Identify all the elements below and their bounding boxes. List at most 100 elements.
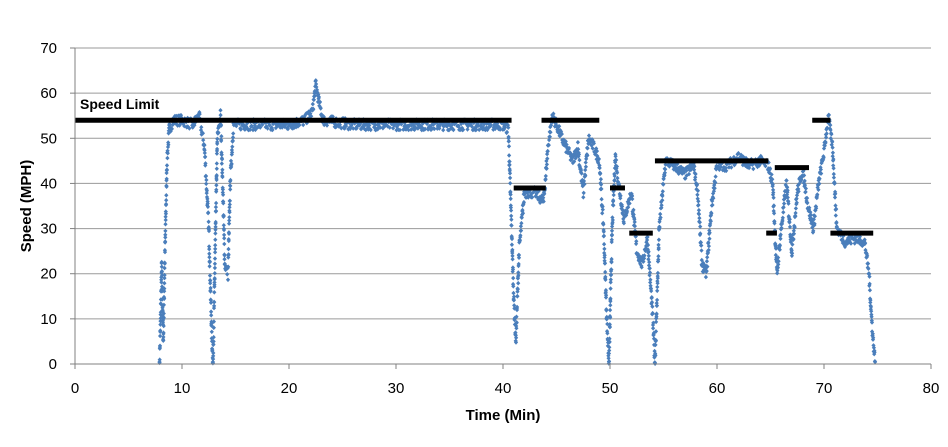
- data-point-2041: [807, 205, 812, 210]
- data-point-982: [507, 153, 512, 158]
- data-point-1523: [647, 266, 652, 271]
- data-point-1636: [673, 168, 679, 173]
- data-point-1021: [511, 298, 516, 303]
- data-point-1038: [514, 314, 519, 320]
- data-point-281: [214, 200, 219, 206]
- data-point-1139: [545, 156, 550, 161]
- data-point-1361: [607, 322, 612, 327]
- data-point-1739: [707, 230, 712, 235]
- data-point-1809: [734, 156, 739, 161]
- data-point-1918: [775, 270, 780, 276]
- data-point-1846: [751, 166, 756, 172]
- data-point-62: [162, 261, 167, 266]
- data-point-1011: [510, 256, 515, 262]
- data-point-1659: [684, 168, 689, 173]
- data-point-1136: [544, 166, 549, 171]
- data-point-1774: [718, 161, 723, 167]
- data-point-1217: [573, 156, 578, 161]
- data-point-340: [222, 236, 227, 241]
- data-point-1293: [597, 163, 602, 168]
- data-point-880: [460, 125, 465, 131]
- x-tick-label-50: 50: [602, 380, 619, 397]
- y-tick-label-0: 0: [49, 356, 57, 373]
- data-point-323: [220, 167, 225, 173]
- data-point-246: [211, 350, 216, 356]
- data-point-1772: [717, 167, 722, 172]
- data-point-142: [187, 126, 192, 131]
- data-point-2186: [852, 241, 857, 246]
- data-point-1972: [788, 232, 793, 238]
- data-point-2219: [866, 261, 871, 266]
- data-point-1449: [626, 204, 631, 210]
- data-point-736: [390, 120, 395, 126]
- data-point-341: [222, 241, 227, 247]
- data-point-1580: [656, 254, 661, 259]
- data-point-50: [161, 311, 166, 316]
- data-point-1252: [583, 173, 588, 179]
- data-point-2192: [855, 233, 860, 239]
- data-point-276: [213, 219, 218, 225]
- data-point-1390: [610, 217, 615, 223]
- data-point-2247: [871, 345, 876, 350]
- data-point-1313: [601, 222, 606, 227]
- data-point-1223: [575, 140, 580, 145]
- data-point-243: [211, 356, 216, 362]
- data-point-267: [212, 256, 218, 261]
- data-point-1323: [602, 253, 607, 258]
- data-point-1206: [569, 157, 574, 162]
- data-point-1121: [541, 195, 546, 200]
- data-point-2064: [814, 206, 819, 211]
- data-point-1995: [793, 214, 798, 219]
- data-point-1596: [659, 205, 664, 210]
- data-point-195: [204, 188, 209, 193]
- data-point-1332: [603, 287, 608, 293]
- data-point-1735: [706, 243, 711, 249]
- data-point-1795: [728, 155, 733, 161]
- data-point-562: [311, 107, 316, 112]
- data-point-271: [213, 237, 218, 242]
- data-point-1289: [596, 160, 601, 166]
- data-point-1689: [695, 196, 700, 201]
- data-point-1275: [590, 146, 595, 151]
- data-point-1896: [771, 195, 776, 200]
- data-point-2089: [821, 155, 826, 160]
- data-point-372: [227, 202, 232, 207]
- data-point-1384: [609, 228, 615, 234]
- data-point-1575: [655, 275, 660, 281]
- data-point-1193: [564, 149, 569, 155]
- data-point-1022: [511, 294, 517, 299]
- y-tick-label-10: 10: [40, 311, 57, 328]
- data-point-882: [461, 127, 466, 132]
- data-point-187: [203, 161, 208, 166]
- data-point-278: [213, 204, 218, 210]
- data-point-503: [284, 121, 289, 127]
- data-point-1180: [559, 129, 564, 134]
- data-point-1227: [576, 152, 582, 157]
- data-point-1085: [524, 188, 529, 193]
- data-point-1797: [729, 165, 734, 170]
- data-point-1681: [693, 175, 698, 180]
- data-point-1555: [653, 352, 658, 358]
- data-point-1533: [649, 295, 654, 300]
- data-point-2133: [832, 181, 837, 186]
- data-point-2144: [834, 220, 839, 225]
- data-point-1982: [790, 242, 795, 247]
- data-point-210: [207, 246, 212, 252]
- data-point-985: [507, 162, 512, 167]
- data-point-391: [230, 138, 235, 143]
- data-point-2113: [828, 122, 833, 128]
- data-point-1536: [650, 304, 655, 309]
- data-point-367: [227, 215, 232, 220]
- data-point-891: [465, 127, 470, 132]
- data-point-586: [318, 106, 323, 111]
- data-point-327: [220, 187, 225, 192]
- data-point-770: [406, 127, 411, 133]
- data-point-808: [425, 121, 430, 127]
- data-point-311: [218, 123, 224, 128]
- data-point-990: [508, 175, 513, 181]
- data-point-290: [214, 166, 219, 171]
- data-point-1524: [647, 270, 653, 275]
- data-point-538: [301, 122, 306, 128]
- data-point-81: [164, 184, 169, 189]
- data-point-2008: [796, 181, 801, 187]
